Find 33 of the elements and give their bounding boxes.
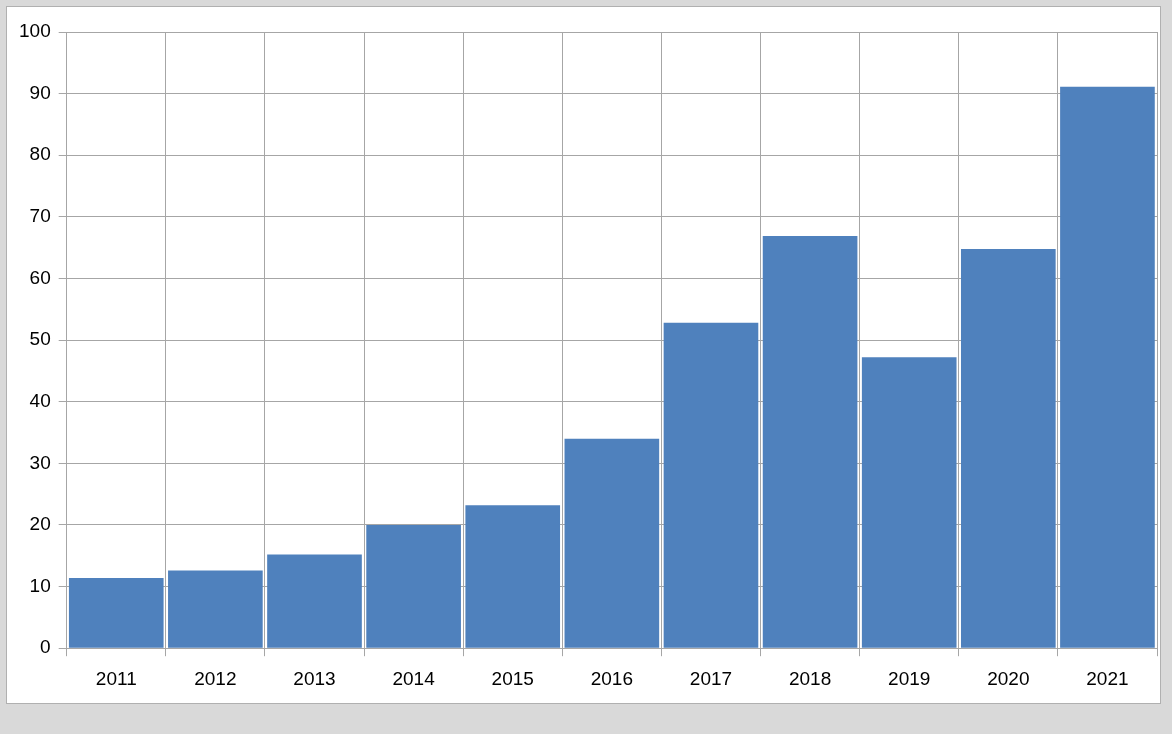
bar <box>564 438 660 648</box>
bar <box>663 322 759 648</box>
y-tick-label: 90 <box>29 81 51 103</box>
bar <box>1060 86 1155 648</box>
x-tick-label: 2021 <box>1086 667 1129 689</box>
y-tick-label: 10 <box>29 574 51 596</box>
y-tick-label: 30 <box>29 451 51 473</box>
x-tick-label: 2020 <box>987 667 1030 689</box>
x-tick-label: 2015 <box>491 667 534 689</box>
y-tick-label: 80 <box>29 143 51 165</box>
x-tick-label: 2019 <box>888 667 931 689</box>
bar <box>168 570 263 648</box>
x-tick-label: 2011 <box>95 667 137 689</box>
y-tick-label: 50 <box>29 328 51 350</box>
x-tick-label: 2012 <box>194 667 237 689</box>
x-tick-label: 2016 <box>590 667 633 689</box>
y-tick-label: 70 <box>29 205 51 227</box>
bar <box>960 248 1056 648</box>
x-tick-label: 2018 <box>788 667 832 689</box>
y-tick-label: 100 <box>19 20 51 42</box>
y-tick-label: 0 <box>40 636 51 658</box>
y-tick-label: 40 <box>29 389 51 411</box>
x-tick-label: 2013 <box>293 667 336 689</box>
y-tick-label: 60 <box>29 266 51 288</box>
bar <box>366 524 461 648</box>
x-tick-label: 2014 <box>392 667 436 689</box>
bar <box>762 235 858 648</box>
y-tick-label: 20 <box>29 513 51 535</box>
bar <box>267 554 362 648</box>
x-tick-label: 2017 <box>689 667 733 689</box>
bar <box>68 577 164 648</box>
bar <box>465 505 561 648</box>
bar <box>861 357 957 648</box>
